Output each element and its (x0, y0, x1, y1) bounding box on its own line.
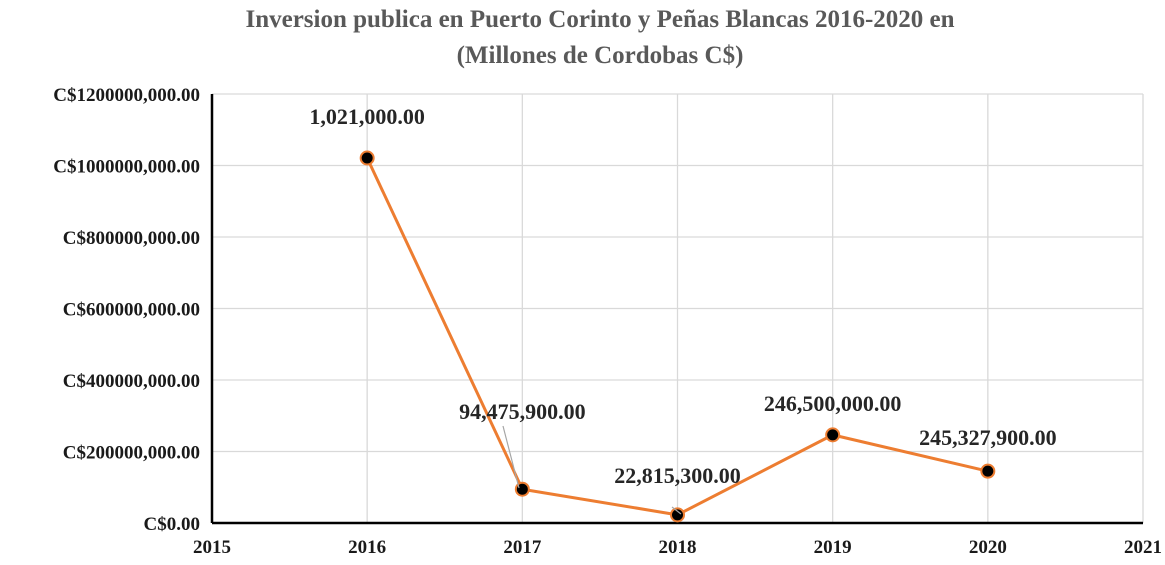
data-point-marker (359, 150, 375, 166)
data-point-marker (980, 463, 996, 479)
x-tick-label: 2019 (814, 537, 852, 558)
y-tick-label: C$1200000,000.00 (53, 85, 200, 106)
data-label: 245,327,900.00 (919, 425, 1057, 450)
y-tick-label: C$400000,000.00 (63, 371, 200, 392)
data-point-marker (670, 507, 685, 523)
chart-title-line-2: (Millones de Cordobas C$) (457, 42, 744, 69)
x-tick-label: 2021 (1124, 537, 1162, 558)
x-axis-tick-labels: 2015 2016 2017 2018 2019 2020 2021 (193, 537, 1162, 558)
x-tick-label: 2015 (193, 537, 231, 558)
axes (210, 94, 1143, 525)
y-tick-label: C$600000,000.00 (63, 300, 200, 321)
y-tick-label: C$0.00 (144, 514, 200, 535)
x-tick-label: 2020 (969, 537, 1007, 558)
x-tick-label: 2018 (659, 537, 697, 558)
x-tick-label: 2016 (348, 537, 386, 558)
gridlines (212, 93, 1144, 523)
data-label: 1,021,000.00 (309, 104, 425, 129)
data-label: 246,500,000.00 (764, 391, 902, 416)
data-labels: 1,021,000.00 94,475,900.00 22,815,300.00 24… (309, 104, 1057, 515)
y-tick-label: C$200000,000.00 (63, 443, 200, 464)
data-label: 94,475,900.00 (459, 399, 586, 424)
data-point-marker (825, 427, 841, 443)
data-series (359, 150, 996, 523)
x-tick-label: 2017 (503, 537, 542, 558)
data-label-leader-line (502, 425, 520, 489)
data-label-leader-line (671, 506, 682, 515)
data-label: 22,815,300.00 (614, 463, 741, 488)
y-tick-label: C$1000000,000.00 (53, 157, 200, 178)
y-axis-tick-labels: C$0.00 C$200000,000.00 C$400000,000.00 C$60… (53, 85, 200, 535)
chart-title-line-1: Inversion publica en Puerto Corinto y Pe… (245, 6, 954, 33)
y-tick-label: C$800000,000.00 (63, 228, 200, 249)
